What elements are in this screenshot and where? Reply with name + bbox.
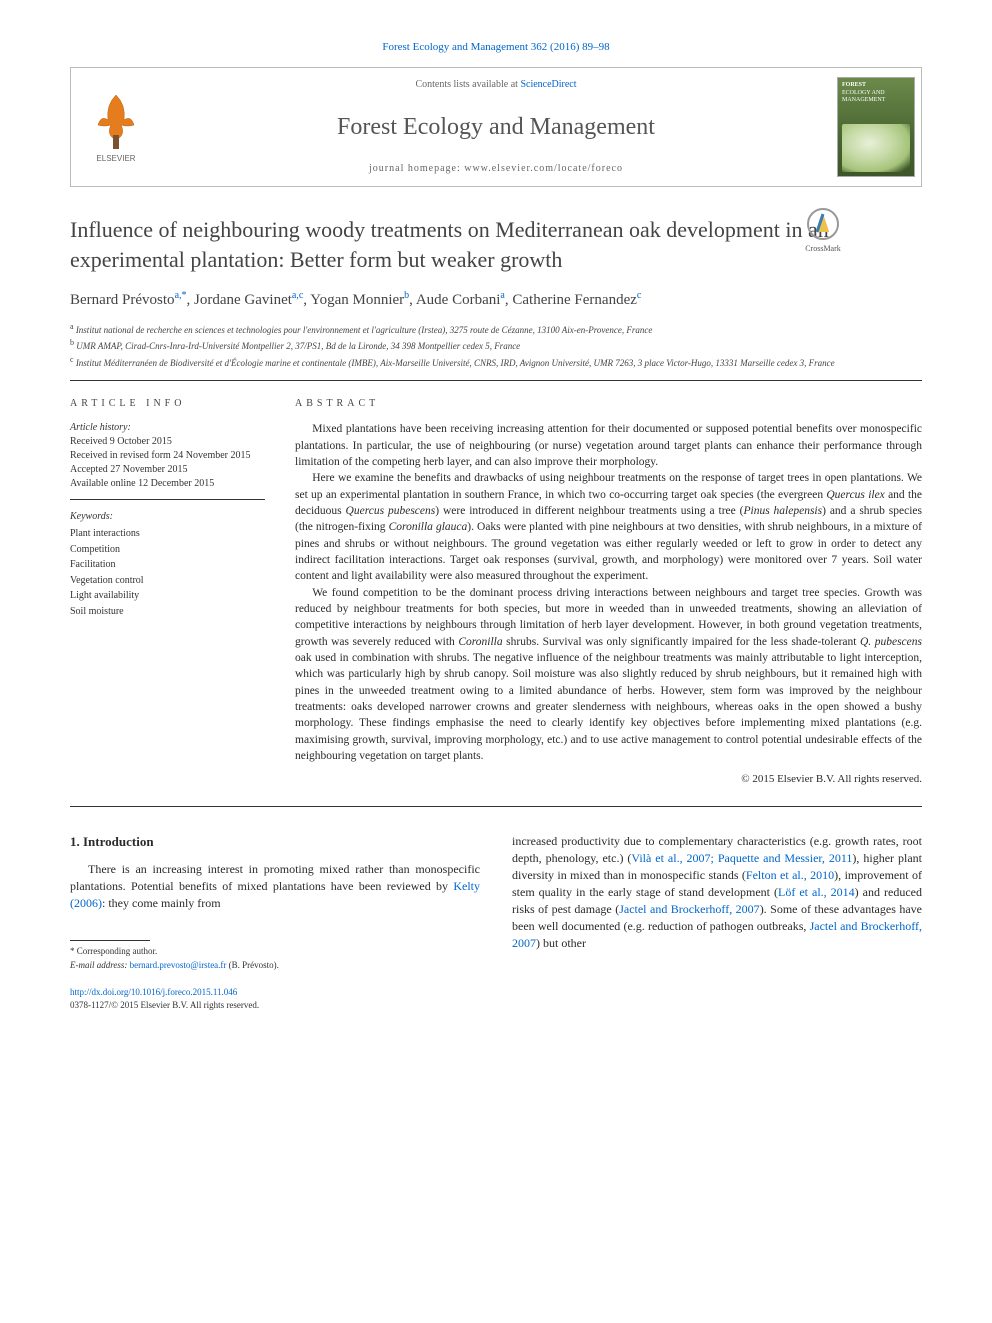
article-title: Influence of neighbouring woody treatmen… xyxy=(70,215,922,274)
history-online: Available online 12 December 2015 xyxy=(70,477,265,491)
svg-text:ELSEVIER: ELSEVIER xyxy=(96,154,135,163)
citation-link[interactable]: Jactel and Brockerhoff, 2007 xyxy=(619,902,759,916)
author: Jordane Gavineta,c xyxy=(194,292,303,308)
history-revised: Received in revised form 24 November 201… xyxy=(70,449,265,463)
section-heading: 1. Introduction xyxy=(70,833,480,851)
footnotes: * Corresponding author. E-mail address: … xyxy=(70,945,480,972)
author: Catherine Fernandezc xyxy=(512,292,641,308)
affiliations: a Institut national de recherche en scie… xyxy=(70,321,922,382)
email-link[interactable]: bernard.prevosto@irstea.fr xyxy=(130,960,227,970)
abstract-body: Mixed plantations have been receiving in… xyxy=(295,421,922,764)
left-column: 1. Introduction There is an increasing i… xyxy=(70,833,480,1012)
article-info-heading: article info xyxy=(70,397,265,411)
journal-header-box: ELSEVIER Contents lists available at Sci… xyxy=(70,67,922,187)
citation-header: Forest Ecology and Management 362 (2016)… xyxy=(70,40,922,55)
author: Aude Corbania xyxy=(416,292,505,308)
author: Yogan Monnierb xyxy=(310,292,409,308)
history-accepted: Accepted 27 November 2015 xyxy=(70,463,265,477)
contents-line: Contents lists available at ScienceDirec… xyxy=(161,78,831,92)
journal-name: Forest Ecology and Management xyxy=(161,111,831,145)
abstract-heading: abstract xyxy=(295,397,922,411)
citation-link[interactable]: Löf et al., 2014 xyxy=(778,885,855,899)
crossmark-badge[interactable]: CrossMark xyxy=(796,207,850,254)
authors-line: Bernard Prévostoa,*, Jordane Gavineta,c,… xyxy=(70,289,922,311)
keywords-list: Plant interactions Competition Facilitat… xyxy=(70,526,265,619)
doi-link[interactable]: http://dx.doi.org/10.1016/j.foreco.2015.… xyxy=(70,987,237,997)
copyright: © 2015 Elsevier B.V. All rights reserved… xyxy=(295,772,922,787)
journal-cover: FOREST ECOLOGY AND MANAGEMENT xyxy=(831,68,921,186)
sciencedirect-link[interactable]: ScienceDirect xyxy=(520,79,576,90)
page-footer: http://dx.doi.org/10.1016/j.foreco.2015.… xyxy=(70,986,480,1012)
history-label: Article history: xyxy=(70,421,265,435)
homepage-line: journal homepage: www.elsevier.com/locat… xyxy=(161,162,831,176)
citation-link[interactable]: Felton et al., 2010 xyxy=(746,868,834,882)
author: Bernard Prévostoa,* xyxy=(70,292,187,308)
citation-link[interactable]: Vilà et al., 2007; Paquette and Messier,… xyxy=(631,851,852,865)
keywords-label: Keywords: xyxy=(70,510,265,524)
history-received: Received 9 October 2015 xyxy=(70,435,265,449)
right-column: increased productivity due to complement… xyxy=(512,833,922,1012)
elsevier-logo: ELSEVIER xyxy=(71,68,161,186)
footnote-separator xyxy=(70,940,150,941)
corresponding-mark[interactable]: * xyxy=(182,290,187,301)
